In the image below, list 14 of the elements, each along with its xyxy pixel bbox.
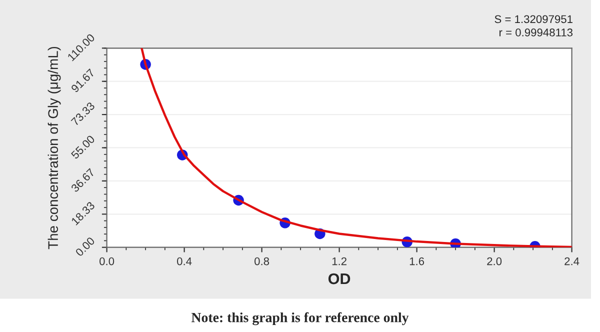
x-axis-title: OD xyxy=(328,273,350,284)
line-series xyxy=(140,48,572,248)
text: Note: this graph is for reference only xyxy=(191,312,409,326)
x-tick-label: 0.0 xyxy=(100,257,114,266)
x-tick-label: 2.4 xyxy=(564,257,580,266)
x-tick-label: 1.2 xyxy=(332,257,346,266)
text: S = 1.32097951 xyxy=(494,15,572,24)
x-tick-label: 2.0 xyxy=(487,257,502,266)
x-tick-label: 1.6 xyxy=(410,257,424,266)
y-tick-label: 0.00 xyxy=(74,236,96,257)
x-tick-label: 0.4 xyxy=(177,257,192,266)
x-tick-label: 0.8 xyxy=(254,257,270,266)
y-axis-title: The concentration of Gly (μg/mL) xyxy=(48,46,61,250)
text: r = 0.99948113 xyxy=(500,28,573,36)
